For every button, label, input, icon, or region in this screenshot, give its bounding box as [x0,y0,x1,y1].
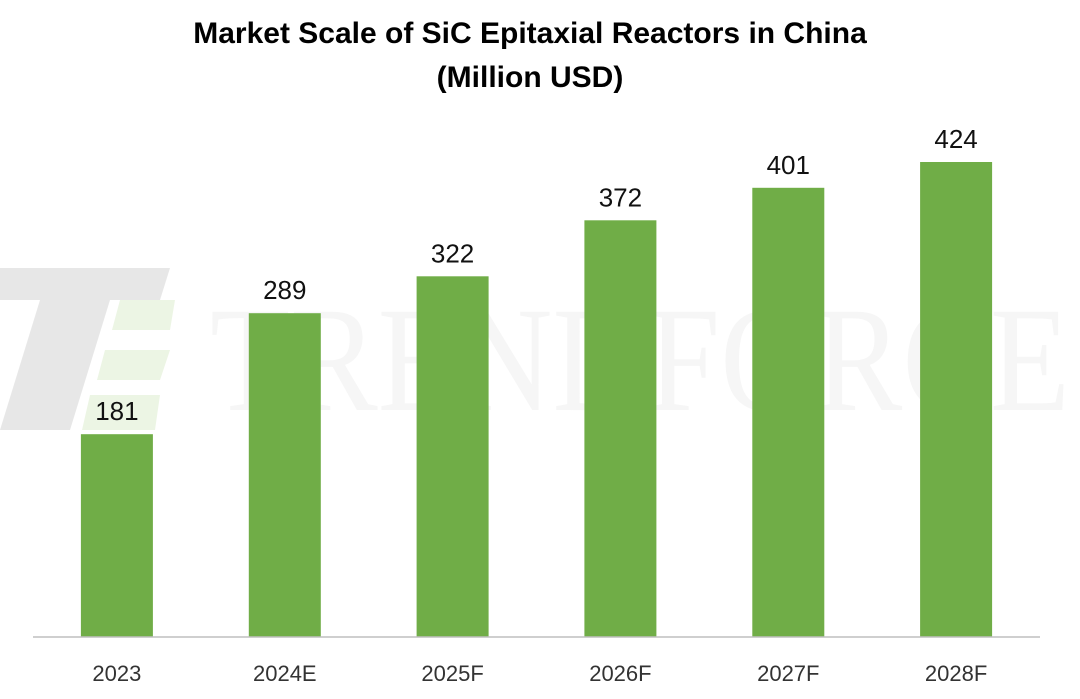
bar-2024E [248,313,321,637]
bar-2023 [80,434,153,637]
chart-title: Market Scale of SiC Epitaxial Reactors i… [0,12,1060,100]
x-tick-label-2023: 2023 [92,661,141,686]
bar-2026F [584,220,657,638]
labels-group: 181 2023 289 2024E 322 2025F 372 2026F 401 2027F 4… [92,124,987,686]
data-label-2027F: 401 [767,150,810,180]
data-label-2024E: 289 [263,275,306,305]
watermark: TRENDFORCE [0,268,1070,443]
bar-2028F [920,162,993,637]
bar-2027F [752,187,825,638]
bars-group [80,162,993,638]
data-label-2026F: 372 [599,182,642,212]
bar-2025F [416,276,489,637]
trendforce-logo [0,268,175,430]
data-label-2023: 181 [95,396,138,426]
chart-title-main: Market Scale of SiC Epitaxial Reactors i… [193,17,867,50]
data-label-2025F: 322 [431,238,474,268]
x-tick-label-2024E: 2024E [253,661,317,686]
x-tick-label-2027F: 2027F [757,661,819,686]
chart-subtitle: (Million USD) [436,61,624,94]
x-tick-label-2025F: 2025F [421,661,483,686]
data-label-2028F: 424 [934,124,977,154]
x-tick-label-2026F: 2026F [589,661,651,686]
x-tick-label-2028F: 2028F [925,661,987,686]
